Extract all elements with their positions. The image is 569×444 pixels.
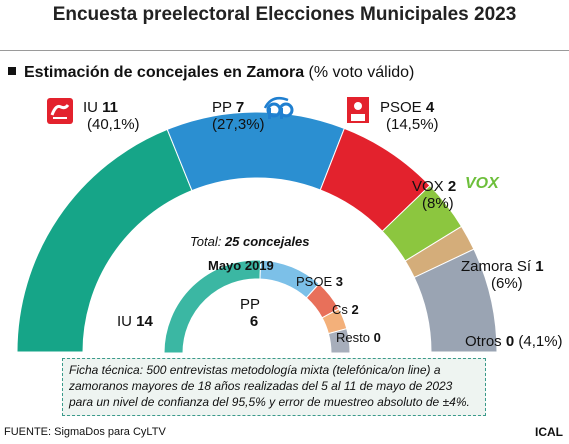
label-vox: VOX 2 (8%): [412, 178, 457, 212]
label-2019-resto: Resto 0: [336, 330, 381, 345]
label-pp: PP 7 (27,3%): [212, 99, 265, 133]
subtitle-rest: (% voto válido): [304, 64, 415, 81]
bullet-square-icon: [8, 67, 16, 75]
label-2019-title: Mayo 2019: [208, 258, 274, 273]
title-divider: [0, 50, 569, 51]
pp-logo-icon: [262, 96, 296, 120]
page-title: Encuesta preelectoral Elecciones Municip…: [52, 4, 517, 25]
label-2019-iu: IU 14: [117, 313, 153, 330]
seats-2023-arc-iu: [16, 128, 193, 353]
label-total: Total: 25 concejales: [190, 234, 310, 249]
label-2019-cs: Cs 2: [332, 302, 359, 317]
label-iu: IU 11 (40,1%): [83, 99, 140, 133]
agency-brand: ICAL: [535, 425, 563, 439]
subtitle-bold: Estimación de concejales en Zamora: [24, 64, 305, 81]
label-2019-pp: PP 6: [240, 296, 261, 330]
technical-note: Ficha técnica: 500 entrevistas metodolog…: [62, 358, 486, 416]
psoe-logo-icon: [347, 97, 369, 123]
vox-logo-icon: VOX: [465, 175, 499, 192]
iu-logo-icon: [47, 98, 73, 124]
label-otros: Otros 0 (4,1%): [465, 333, 563, 350]
seats-2019-arc-resto: [327, 328, 351, 354]
source-footer: FUENTE: SigmaDos para CyLTV: [4, 426, 166, 438]
label-zamora-si: Zamora Sí 1 (6%): [461, 258, 544, 292]
label-psoe: PSOE 4 (14,5%): [380, 99, 439, 133]
seats-2023-arc-otros: [413, 248, 498, 353]
chart-subtitle: Estimación de concejales en Zamora (% vo…: [8, 64, 414, 82]
label-2019-psoe: PSOE 3: [296, 274, 343, 289]
